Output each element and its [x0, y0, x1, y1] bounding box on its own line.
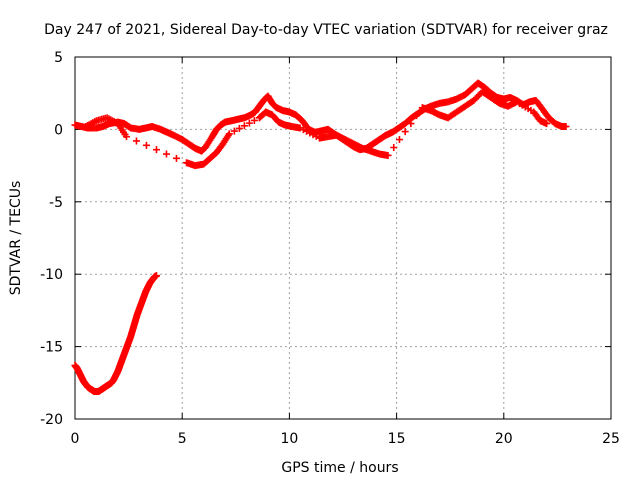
y-tick-label: 5 — [54, 50, 63, 66]
data-point-fill — [250, 116, 258, 124]
data-point — [152, 272, 160, 280]
y-tick-label: 0 — [54, 122, 63, 138]
data-point-fill — [235, 124, 243, 132]
y-tick-label: -10 — [40, 267, 63, 283]
data-point-fill — [395, 136, 403, 144]
y-tick-label: -20 — [40, 412, 63, 428]
data-point-fill — [152, 146, 160, 154]
x-tick-label: 20 — [495, 431, 513, 447]
axis-ticks: 0 5 10 15 20 25 -20 -15 -10 -5 0 5 — [40, 50, 620, 447]
y-tick-label: -5 — [49, 195, 63, 211]
x-axis-label: GPS time / hours — [281, 460, 398, 476]
x-tick-label: 10 — [280, 431, 298, 447]
chart-title: Day 247 of 2021, Sidereal Day-to-day VTE… — [44, 22, 608, 38]
x-tick-label: 5 — [178, 431, 187, 447]
data-point-fill — [142, 141, 150, 149]
data-points — [71, 79, 570, 395]
data-point-fill — [162, 150, 170, 158]
y-tick-label: -15 — [40, 340, 63, 356]
plot-frame — [74, 56, 612, 420]
grid-lines — [75, 57, 611, 419]
data-series-graz-early-dip — [71, 272, 160, 395]
data-point-fill — [240, 122, 248, 130]
data-point-fill — [413, 112, 421, 120]
data-point-fill — [245, 119, 253, 127]
data-point — [543, 120, 551, 128]
data-point-fill — [230, 127, 238, 135]
data-point-fill — [390, 144, 398, 151]
data-point — [122, 133, 130, 141]
x-tick-label: 15 — [388, 431, 406, 447]
data-point-fill — [401, 128, 409, 136]
y-axis-label: SDTVAR / TECUs — [8, 181, 24, 296]
data-point — [225, 130, 233, 138]
data-point — [562, 123, 570, 131]
data-point-fill — [172, 154, 180, 162]
data-point-fill — [132, 137, 140, 145]
data-series-graz-secondary — [82, 88, 551, 170]
data-point-fill — [407, 120, 415, 128]
data-point — [384, 151, 392, 159]
x-tick-label: 25 — [602, 431, 620, 447]
x-tick-label: 0 — [71, 431, 80, 447]
